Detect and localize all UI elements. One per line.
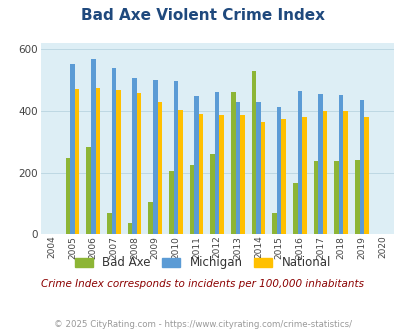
- Bar: [128, 223, 132, 234]
- Bar: [66, 158, 70, 234]
- Bar: [292, 183, 297, 234]
- Bar: [75, 89, 79, 234]
- Bar: [198, 114, 203, 234]
- Bar: [260, 122, 265, 234]
- Bar: [256, 102, 260, 234]
- Bar: [116, 90, 120, 234]
- Bar: [136, 93, 141, 234]
- Bar: [107, 213, 111, 234]
- Bar: [354, 160, 359, 234]
- Bar: [251, 71, 256, 234]
- Bar: [313, 161, 318, 234]
- Bar: [363, 117, 368, 234]
- Bar: [297, 91, 301, 234]
- Bar: [70, 64, 75, 234]
- Bar: [343, 111, 347, 234]
- Bar: [272, 213, 276, 234]
- Bar: [111, 68, 116, 234]
- Bar: [239, 115, 244, 234]
- Text: Bad Axe Violent Crime Index: Bad Axe Violent Crime Index: [81, 8, 324, 23]
- Bar: [214, 92, 219, 234]
- Bar: [95, 88, 100, 234]
- Bar: [333, 161, 338, 234]
- Bar: [178, 110, 182, 234]
- Bar: [91, 59, 95, 234]
- Text: © 2025 CityRating.com - https://www.cityrating.com/crime-statistics/: © 2025 CityRating.com - https://www.city…: [54, 320, 351, 329]
- Bar: [235, 102, 239, 234]
- Legend: Bad Axe, Michigan, National: Bad Axe, Michigan, National: [70, 252, 335, 274]
- Text: Crime Index corresponds to incidents per 100,000 inhabitants: Crime Index corresponds to incidents per…: [41, 279, 364, 289]
- Bar: [318, 94, 322, 234]
- Bar: [276, 107, 281, 234]
- Bar: [210, 154, 214, 234]
- Bar: [194, 96, 198, 234]
- Bar: [219, 115, 224, 234]
- Bar: [168, 171, 173, 234]
- Bar: [132, 79, 136, 234]
- Bar: [86, 147, 91, 234]
- Bar: [301, 117, 306, 234]
- Bar: [322, 112, 326, 234]
- Bar: [148, 202, 153, 234]
- Bar: [359, 100, 363, 234]
- Bar: [173, 82, 178, 234]
- Bar: [189, 165, 194, 234]
- Bar: [230, 92, 235, 234]
- Bar: [153, 80, 157, 234]
- Bar: [281, 119, 285, 234]
- Bar: [338, 95, 343, 234]
- Bar: [157, 102, 162, 234]
